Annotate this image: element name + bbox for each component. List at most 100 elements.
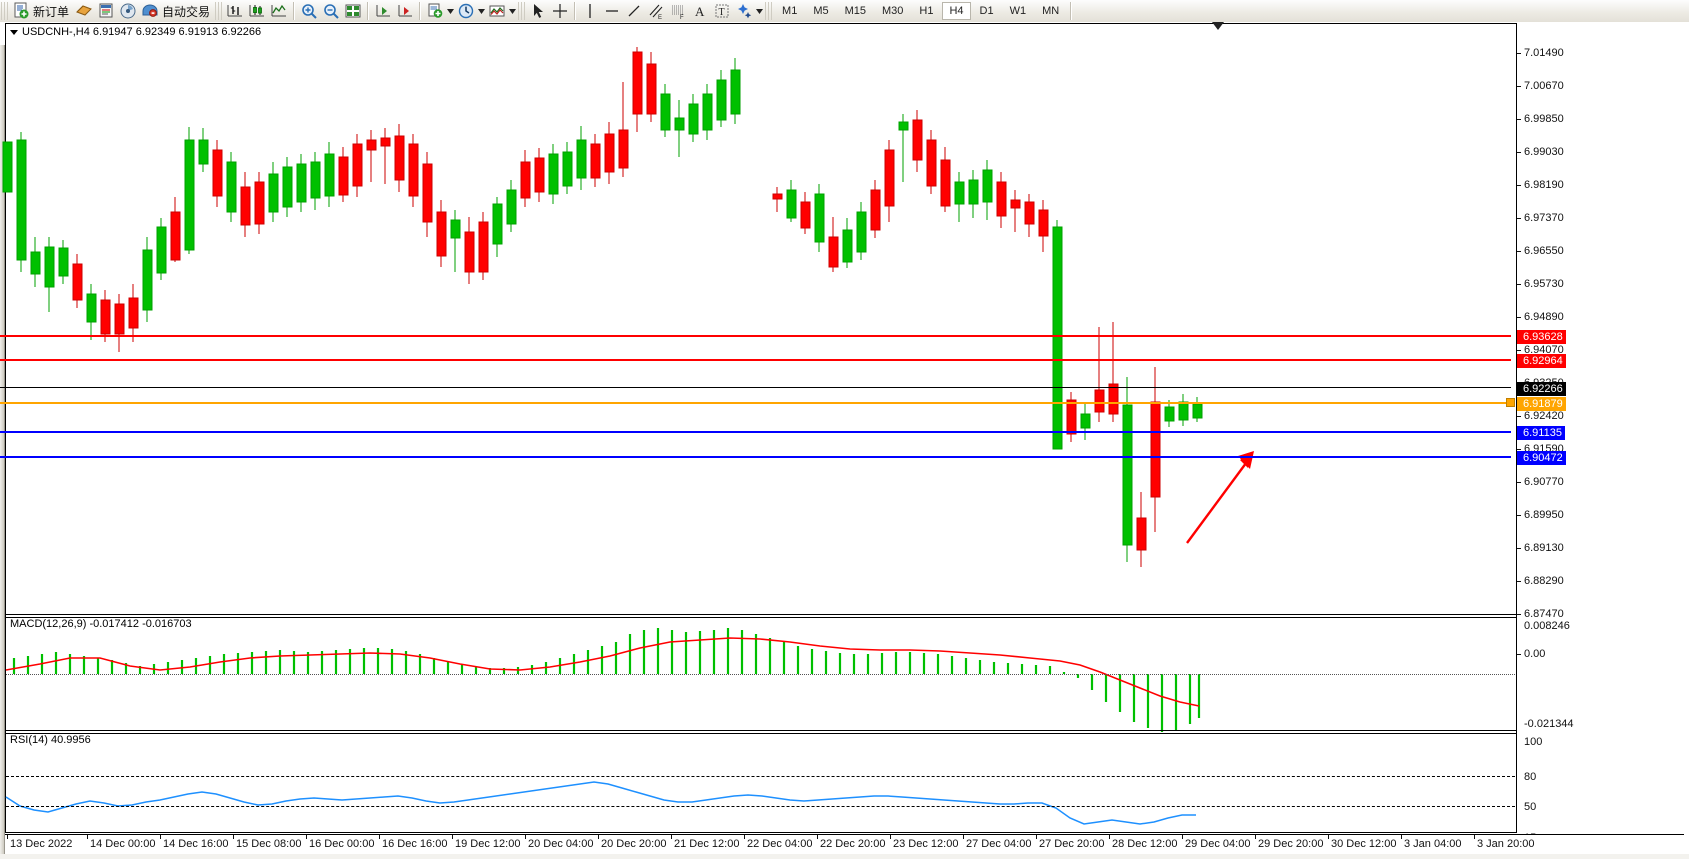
toolbar-grip[interactable] (1, 2, 8, 20)
toolbar-separator-5 (1070, 2, 1073, 20)
chevron-down-icon-templates[interactable] (508, 1, 517, 21)
macd-zero-line (6, 674, 1515, 675)
auto-trading-label[interactable]: 自动交易 (162, 4, 211, 19)
chart-vertical-scrollbar[interactable] (0, 45, 5, 859)
status-strip (0, 854, 1689, 859)
time-tick: 16 Dec 00:00 (309, 838, 375, 850)
toolbar-separator-4 (574, 2, 577, 20)
horizontal-line-icon[interactable] (601, 1, 623, 21)
price-panel-bottom (5, 617, 1684, 618)
line-chart-icon[interactable] (268, 1, 290, 21)
text-box-icon[interactable]: T (711, 1, 733, 21)
time-axis[interactable]: 13 Dec 2022 14 Dec 00:00 14 Dec 16:00 15… (5, 834, 1684, 854)
timeframe-d1[interactable]: D1 (979, 5, 994, 17)
cursor-icon[interactable] (527, 1, 549, 21)
chart-symbol-text: USDCNH-,H4 6.91947 6.92349 6.91913 6.922… (22, 26, 262, 38)
support-line-691135[interactable] (0, 431, 1511, 433)
time-tick: 15 Dec 08:00 (236, 838, 302, 850)
price-label-resistance-1[interactable]: 6.93628 (1517, 330, 1566, 344)
price-label-resistance-2[interactable]: 6.92964 (1517, 354, 1566, 368)
time-tick: 22 Dec 04:00 (747, 838, 813, 850)
templates-icon[interactable] (486, 1, 508, 21)
equidistant-channel-icon[interactable]: E (645, 1, 667, 21)
svg-text:T: T (719, 7, 725, 18)
order-line-691879[interactable] (0, 402, 1511, 404)
auto-trading-icon[interactable] (139, 1, 161, 21)
timeframe-m5[interactable]: M5 (813, 5, 829, 17)
resistance-line-693628[interactable] (0, 335, 1511, 337)
time-tick: 30 Dec 12:00 (1331, 838, 1397, 850)
toolbar-separator-2 (367, 2, 370, 20)
svg-text:E: E (658, 15, 662, 20)
timeframe-m30[interactable]: M30 (882, 5, 904, 17)
chevron-down-icon-period[interactable] (477, 1, 486, 21)
tile-windows-icon[interactable] (342, 1, 364, 21)
toolbar-grip-4[interactable] (765, 2, 773, 20)
timeframe-mn[interactable]: MN (1042, 5, 1060, 17)
macd-panel-bottom (5, 733, 1684, 734)
chevron-down-icon-indicator[interactable] (446, 1, 455, 21)
zoom-in-icon[interactable] (298, 1, 320, 21)
shapes-icon[interactable] (733, 1, 755, 21)
price-label-support-1[interactable]: 6.91135 (1517, 426, 1565, 440)
zoom-out-icon[interactable] (320, 1, 342, 21)
time-tick: 28 Dec 12:00 (1112, 838, 1178, 850)
toolbar-separator-1 (293, 2, 296, 20)
toolbar-grip-2[interactable] (215, 2, 223, 20)
time-tick: 14 Dec 16:00 (163, 838, 229, 850)
macd-indicator-label: MACD(12,26,9) -0.017412 -0.016703 (10, 618, 192, 630)
time-tick: 22 Dec 20:00 (820, 838, 886, 850)
price-label-support-2[interactable]: 6.90472 (1517, 451, 1566, 465)
trendline-icon[interactable] (623, 1, 645, 21)
time-tick: 21 Dec 12:00 (674, 838, 740, 850)
new-order-icon[interactable] (10, 1, 32, 21)
time-tick: 19 Dec 12:00 (455, 838, 521, 850)
market-watch-icon[interactable] (95, 1, 117, 21)
period-icon[interactable] (455, 1, 477, 21)
fibonacci-icon[interactable]: F (667, 1, 689, 21)
price-axis[interactable]: 7.01490 7.00670 6.99850 6.99030 6.98190 … (1516, 23, 1684, 857)
timeframe-m1[interactable]: M1 (782, 5, 798, 17)
text-label-icon[interactable]: A (689, 1, 711, 21)
time-tick: 20 Dec 04:00 (528, 838, 594, 850)
price-label-order[interactable]: 6.91879 (1517, 397, 1566, 411)
chart-dropdown-icon[interactable] (10, 29, 18, 35)
bar-chart-icon[interactable] (224, 1, 246, 21)
toolbar-separator-3 (419, 2, 422, 20)
time-tick: 29 Dec 04:00 (1185, 838, 1251, 850)
timeframe-m15[interactable]: M15 (844, 5, 866, 17)
vertical-line-icon[interactable] (579, 1, 601, 21)
chart-shift-icon[interactable] (372, 1, 394, 21)
price-label-last-price[interactable]: 6.92266 (1517, 382, 1566, 396)
time-tick: 13 Dec 2022 (10, 838, 73, 850)
time-tick: 3 Jan 04:00 (1404, 838, 1462, 850)
time-tick: 14 Dec 00:00 (90, 838, 156, 850)
time-tick: 23 Dec 12:00 (893, 838, 959, 850)
time-tick: 29 Dec 20:00 (1258, 838, 1324, 850)
last-price-line-692266 (0, 387, 1511, 388)
crosshair-icon[interactable] (549, 1, 571, 21)
time-tick: 27 Dec 04:00 (966, 838, 1032, 850)
chart-window[interactable]: USDCNH-,H4 6.91947 6.92349 6.91913 6.922… (0, 22, 1689, 859)
timeframe-w1[interactable]: W1 (1009, 5, 1027, 17)
toolbar-grip-3[interactable] (518, 2, 526, 20)
chevron-down-icon-shapes[interactable] (755, 1, 764, 21)
support-line-690472[interactable] (0, 456, 1511, 458)
resistance-line-692964[interactable] (0, 359, 1511, 361)
candlestick-chart-icon[interactable] (246, 1, 268, 21)
timeframe-h4[interactable]: H4 (942, 2, 971, 20)
order-line-handle[interactable] (1506, 398, 1515, 407)
svg-text:F: F (680, 15, 684, 20)
expert-advisor-icon[interactable] (73, 1, 95, 21)
chart-symbol-label: USDCNH-,H4 6.91947 6.92349 6.91913 6.922… (10, 26, 261, 38)
time-tick: 3 Jan 20:00 (1477, 838, 1535, 850)
svg-text:A: A (695, 4, 705, 19)
main-toolbar: 新订单 (0, 0, 1689, 23)
add-indicator-icon[interactable] (424, 1, 446, 21)
new-order-label[interactable]: 新订单 (33, 4, 70, 19)
rsi-level-80 (6, 776, 1515, 777)
data-window-icon[interactable] (117, 1, 139, 21)
auto-scroll-icon[interactable] (394, 1, 416, 21)
timeframe-h1[interactable]: H1 (919, 5, 934, 17)
